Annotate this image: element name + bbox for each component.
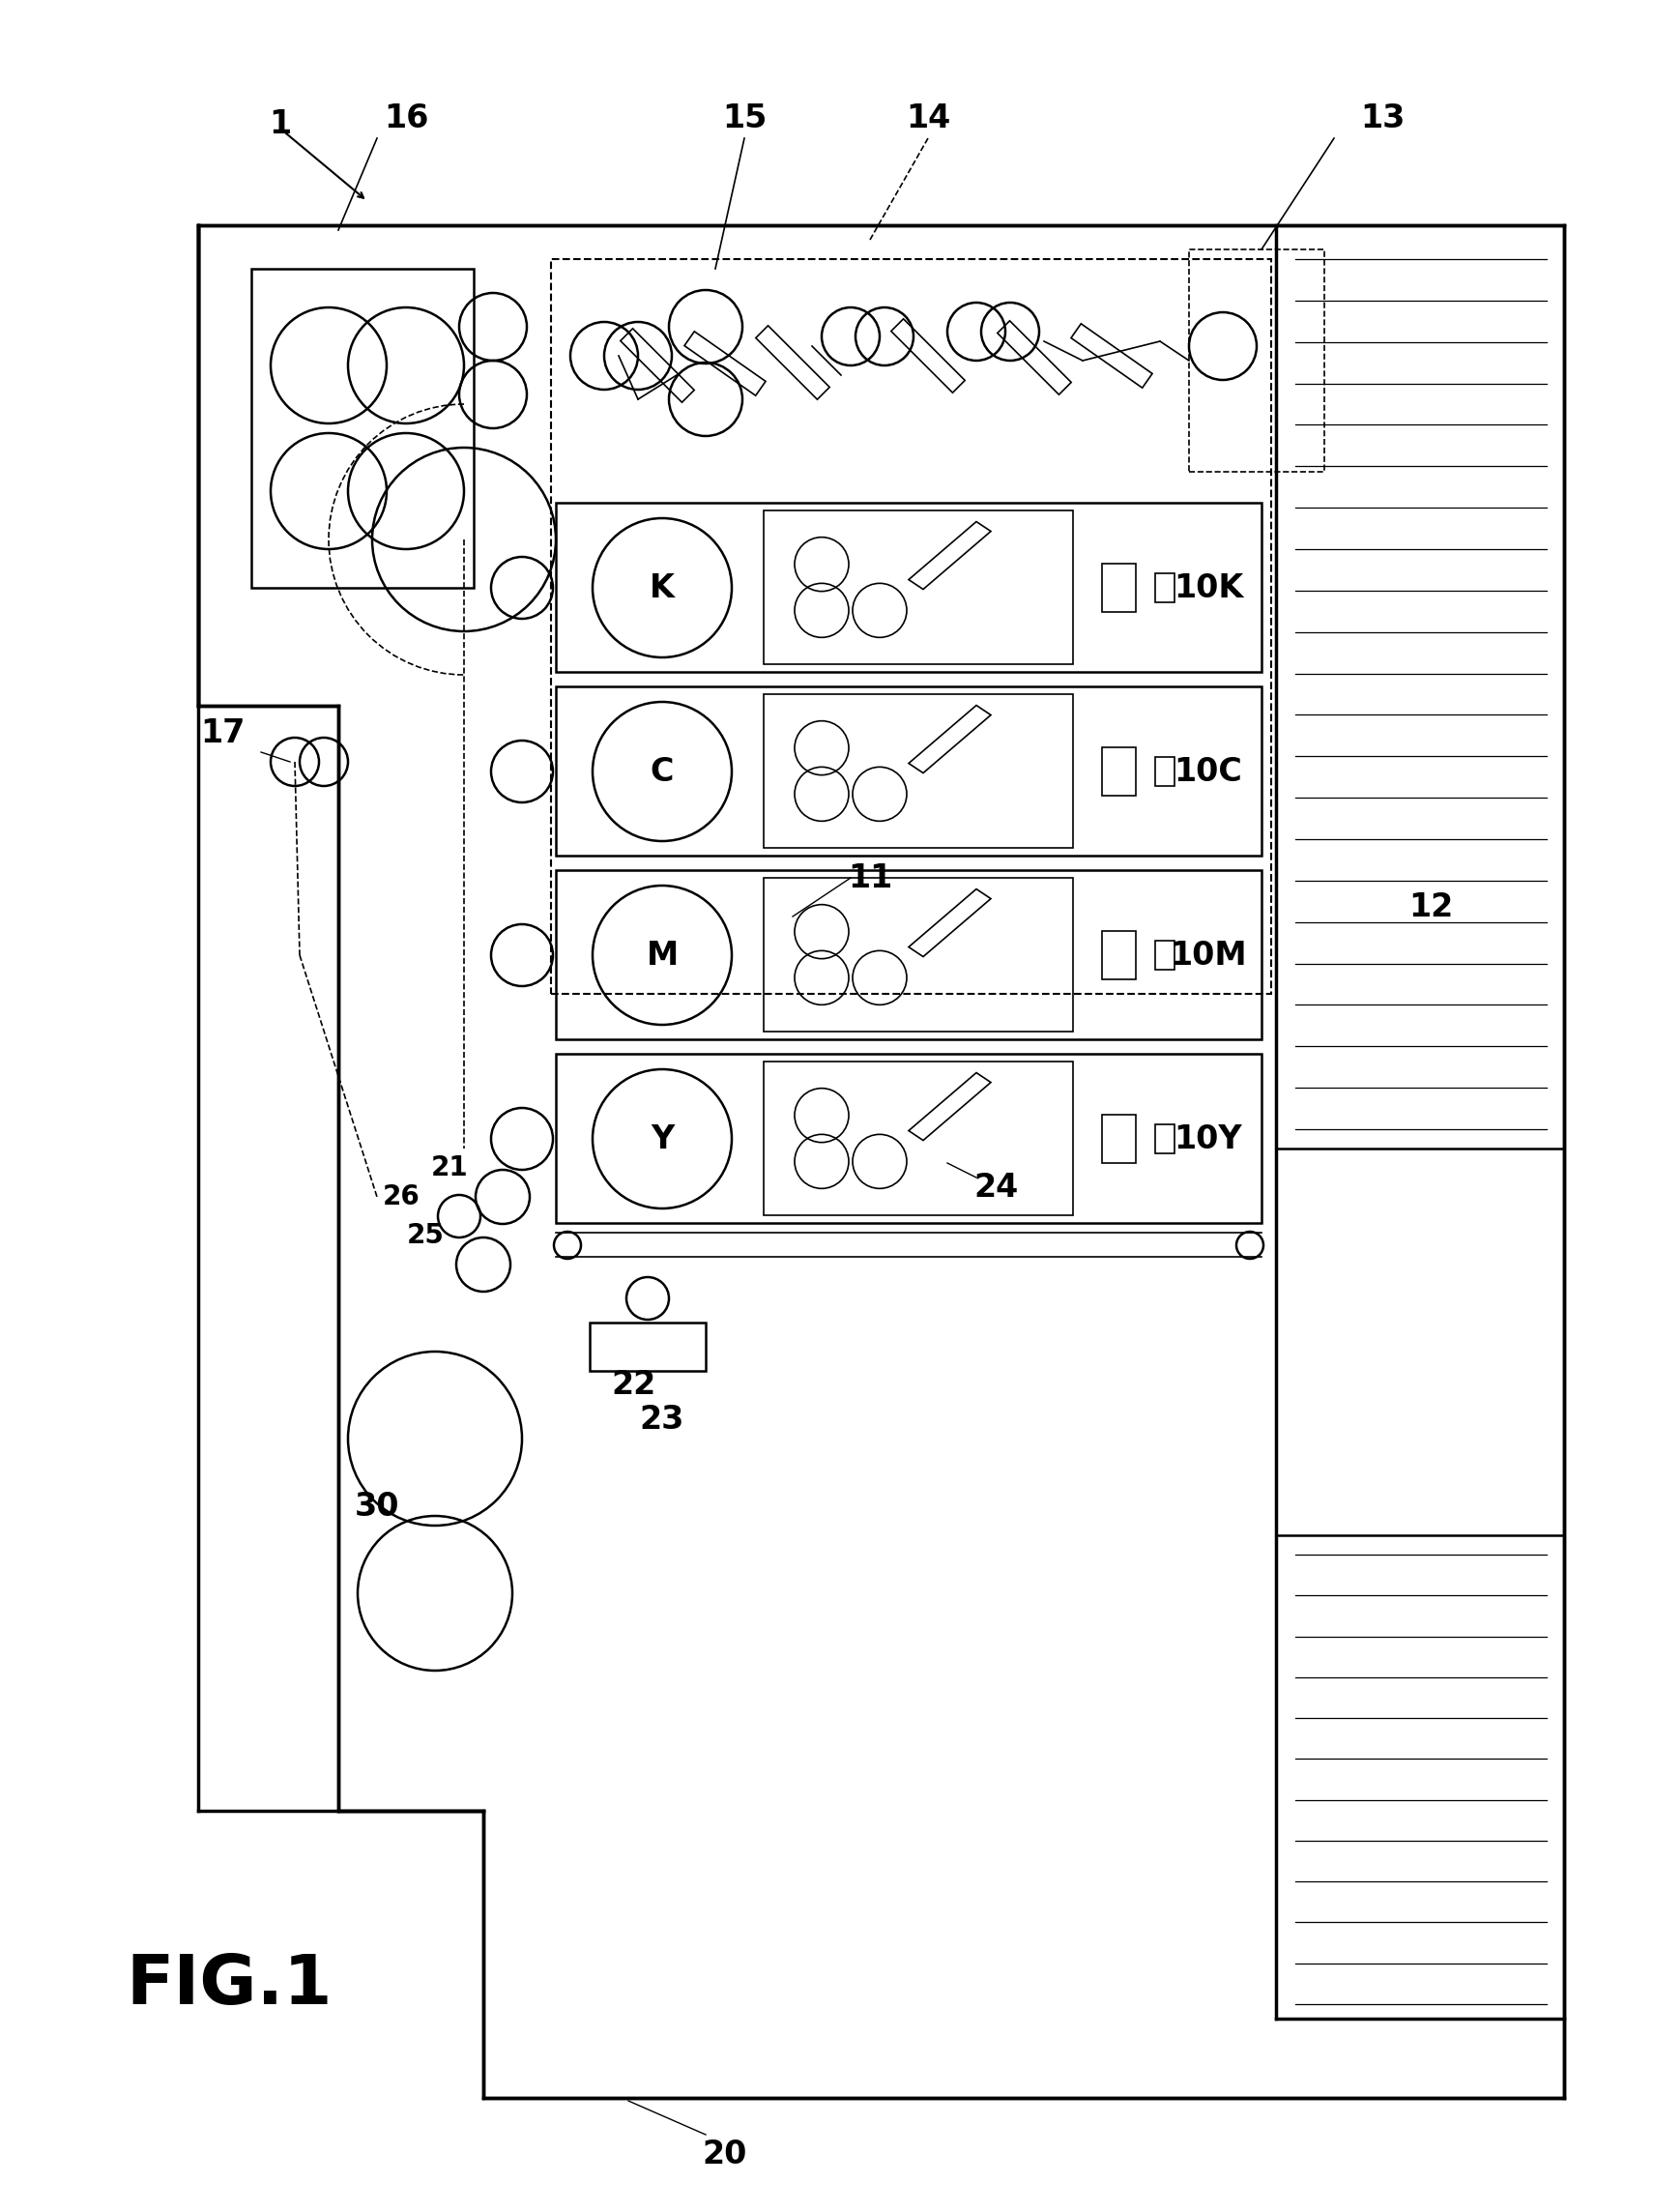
Text: 24: 24 bbox=[974, 1172, 1018, 1203]
Bar bbox=[764, 878, 1073, 1031]
Bar bbox=[1103, 564, 1136, 613]
Text: 25: 25 bbox=[407, 1221, 445, 1250]
Text: 10M: 10M bbox=[1170, 940, 1246, 971]
Text: 10K: 10K bbox=[1174, 573, 1243, 604]
Bar bbox=[1103, 931, 1136, 980]
Text: 11: 11 bbox=[848, 863, 893, 894]
Text: 20: 20 bbox=[703, 2139, 747, 2170]
Bar bbox=[555, 1053, 1261, 1223]
Bar bbox=[1155, 1124, 1175, 1152]
Text: K: K bbox=[650, 573, 674, 604]
Bar bbox=[1155, 940, 1175, 969]
Bar bbox=[1155, 573, 1175, 602]
Text: Y: Y bbox=[650, 1124, 674, 1155]
Text: 21: 21 bbox=[431, 1155, 468, 1181]
Text: M: M bbox=[646, 940, 678, 971]
Bar bbox=[555, 502, 1261, 672]
Text: 1: 1 bbox=[269, 108, 291, 139]
Polygon shape bbox=[198, 226, 1564, 2097]
Text: 13: 13 bbox=[1360, 104, 1405, 135]
Text: 15: 15 bbox=[722, 104, 767, 135]
Bar bbox=[1189, 250, 1324, 471]
Text: 14: 14 bbox=[906, 104, 950, 135]
Bar bbox=[555, 686, 1261, 856]
Text: 22: 22 bbox=[612, 1369, 656, 1402]
Bar bbox=[555, 869, 1261, 1040]
Text: C: C bbox=[650, 757, 674, 787]
Text: 10C: 10C bbox=[1174, 757, 1243, 787]
Bar bbox=[590, 1323, 706, 1371]
Bar bbox=[1103, 1115, 1136, 1164]
Text: 12: 12 bbox=[1408, 891, 1453, 922]
Text: 23: 23 bbox=[640, 1402, 684, 1436]
Bar bbox=[550, 259, 1271, 993]
Text: 10Y: 10Y bbox=[1174, 1124, 1243, 1155]
Bar bbox=[1103, 748, 1136, 796]
Bar bbox=[764, 511, 1073, 664]
Bar bbox=[764, 1062, 1073, 1214]
Text: 30: 30 bbox=[354, 1491, 400, 1522]
Text: FIG.1: FIG.1 bbox=[126, 1951, 332, 2020]
Text: 16: 16 bbox=[383, 104, 428, 135]
Bar bbox=[764, 695, 1073, 847]
Text: 17: 17 bbox=[200, 717, 245, 750]
Text: 26: 26 bbox=[382, 1183, 420, 1210]
Bar bbox=[1155, 757, 1175, 785]
Bar bbox=[251, 270, 474, 588]
